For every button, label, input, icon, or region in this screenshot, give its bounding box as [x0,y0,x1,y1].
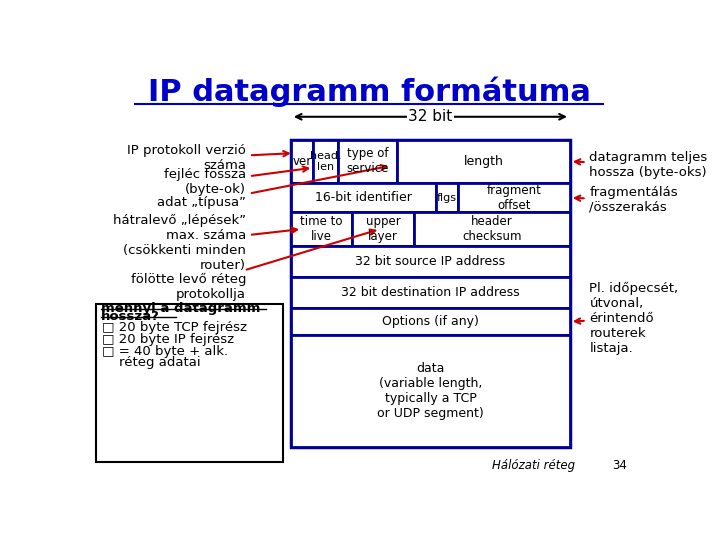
Text: 32 bit: 32 bit [408,109,452,124]
Text: □ 20 byte IP fejrész: □ 20 byte IP fejrész [102,333,235,346]
FancyBboxPatch shape [338,140,397,183]
Text: fragmentálás
/összerakás: fragmentálás /összerakás [575,186,678,214]
Text: IP protokoll verzió
száma: IP protokoll verzió száma [127,144,289,172]
Text: □ 20 byte TCP fejrész: □ 20 byte TCP fejrész [102,321,247,334]
FancyBboxPatch shape [458,183,570,212]
FancyBboxPatch shape [436,183,458,212]
Text: 34: 34 [612,460,626,472]
Text: ver: ver [292,155,312,168]
FancyBboxPatch shape [291,246,570,277]
Text: data
(variable length,
typically a TCP
or UDP segment): data (variable length, typically a TCP o… [377,362,484,420]
Text: mennyi a datagramm: mennyi a datagramm [101,302,261,315]
Text: fölötte levő réteg
protokollja: fölötte levő réteg protokollja [131,230,375,301]
FancyBboxPatch shape [96,304,282,462]
FancyBboxPatch shape [291,277,570,308]
FancyBboxPatch shape [291,335,570,447]
FancyBboxPatch shape [291,140,570,447]
FancyBboxPatch shape [313,140,338,183]
Text: time to
live: time to live [300,215,343,243]
Text: Options (if any): Options (if any) [382,315,479,328]
Text: 32 bit source IP address: 32 bit source IP address [355,255,505,268]
Text: upper
layer: upper layer [366,215,400,243]
Text: Hálózati réteg: Hálózati réteg [492,460,575,472]
Text: IP datagramm formátuma: IP datagramm formátuma [148,77,590,107]
FancyBboxPatch shape [291,308,570,335]
FancyBboxPatch shape [413,212,570,246]
Text: réteg adatai: réteg adatai [119,356,201,369]
Text: Pl. időpecsét,
útvonal,
érintendő
routerek
listaja.: Pl. időpecsét, útvonal, érintendő router… [575,282,678,355]
Text: adat „típusa”: adat „típusa” [157,165,387,210]
FancyBboxPatch shape [291,140,313,183]
Text: hossza?: hossza? [101,310,160,323]
FancyBboxPatch shape [291,183,436,212]
Text: datagramm teljes
hossza (byte-oks): datagramm teljes hossza (byte-oks) [575,151,708,179]
Text: length: length [464,155,503,168]
Text: □ = 40 byte + alk.: □ = 40 byte + alk. [102,345,228,358]
Text: header
checksum: header checksum [462,215,521,243]
Text: 32 bit destination IP address: 32 bit destination IP address [341,286,520,299]
FancyBboxPatch shape [397,140,570,183]
Text: fragment
offset: fragment offset [487,184,541,212]
Text: type of
service: type of service [346,147,389,176]
Text: hátralevő „lépések”
max. száma
(csökkenti minden
router): hátralevő „lépések” max. száma (csökkent… [113,214,297,272]
Text: flgs: flgs [437,193,457,203]
Text: fejléc fossza
(byte-ok): fejléc fossza (byte-ok) [164,166,308,196]
FancyBboxPatch shape [291,212,352,246]
Text: 16-bit identifier: 16-bit identifier [315,191,412,204]
Text: head.
len: head. len [310,151,341,172]
FancyBboxPatch shape [352,212,413,246]
